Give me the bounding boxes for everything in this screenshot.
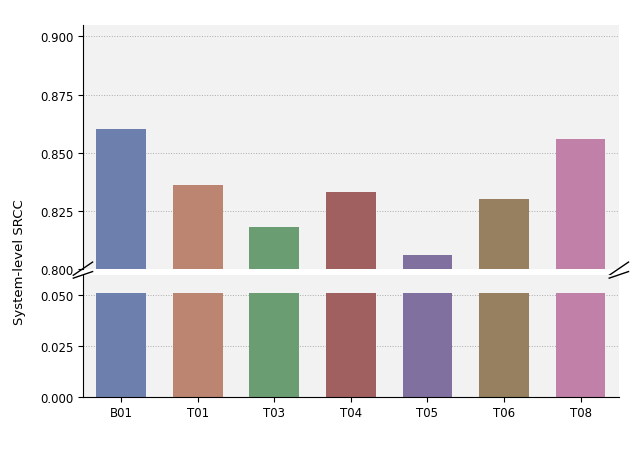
Bar <box>556 294 605 397</box>
Bar <box>249 294 299 397</box>
Text: System-level SRCC: System-level SRCC <box>13 199 26 324</box>
Bar <box>96 294 146 397</box>
Bar <box>479 199 529 451</box>
Bar <box>96 130 146 451</box>
Bar <box>403 294 452 397</box>
Bar <box>556 139 605 451</box>
Bar <box>173 186 223 451</box>
Bar <box>326 294 376 397</box>
Bar <box>479 294 529 397</box>
Bar <box>249 227 299 451</box>
Bar <box>326 193 376 451</box>
Bar <box>173 294 223 397</box>
Bar <box>403 255 452 451</box>
